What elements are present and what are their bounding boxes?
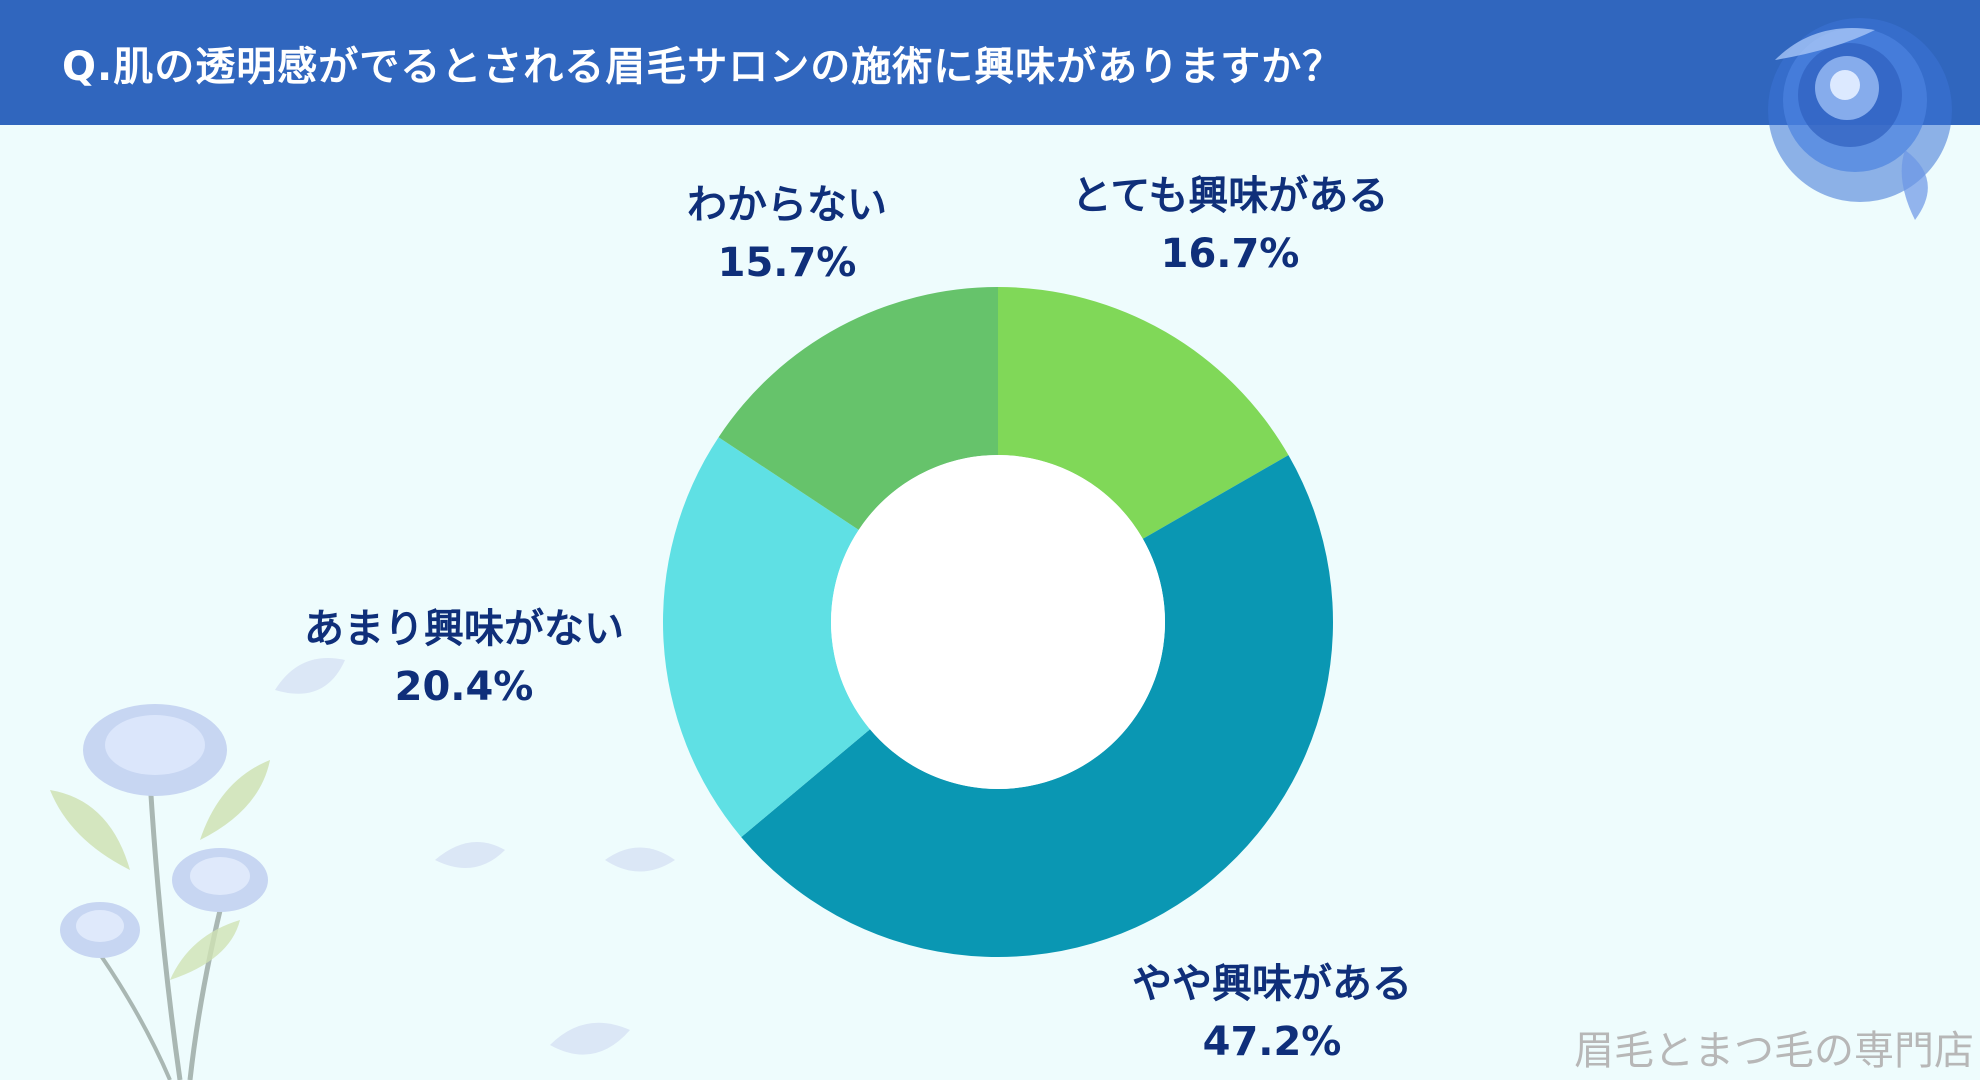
- slice-label-very-interested: とても興味がある 16.7%: [1072, 167, 1389, 283]
- slice-label-text: あまり興味がない: [304, 606, 624, 652]
- slice-label-text: とても興味がある: [1071, 173, 1389, 219]
- slice-percent: 47.2%: [1202, 1019, 1342, 1065]
- page-title: Q.肌の透明感がでるとされる眉毛サロンの施術に興味がありますか？: [62, 44, 1344, 90]
- rose-bouquet-icon: [50, 704, 270, 1080]
- slice-percent: 20.4%: [394, 664, 534, 710]
- header-bar: [0, 0, 1980, 125]
- petal-icon: [275, 658, 345, 694]
- slice-label-text: やや興味がある: [1132, 961, 1412, 1007]
- slice-label-somewhat-interested: やや興味がある 47.2%: [1132, 955, 1412, 1071]
- petal-icon: [605, 847, 675, 872]
- slice-label-text: わからない: [687, 182, 887, 228]
- donut-slice-3: [718, 287, 998, 530]
- donut-slice-0: [998, 287, 1289, 539]
- blue-rose-icon: [1768, 18, 1952, 220]
- donut-slice-1: [741, 455, 1333, 957]
- watermark: 眉毛とまつ毛の専門店: [1574, 1028, 1974, 1074]
- donut-hole: [831, 455, 1165, 789]
- slice-label-dont-know: わからない 15.7%: [687, 176, 887, 292]
- petal-icon: [435, 842, 505, 868]
- donut-slice-2: [663, 437, 870, 838]
- slice-percent: 16.7%: [1160, 231, 1300, 277]
- petal-icon: [550, 1022, 630, 1055]
- slice-percent: 15.7%: [717, 240, 857, 286]
- slice-label-not-very-interested: あまり興味がない 20.4%: [304, 600, 624, 716]
